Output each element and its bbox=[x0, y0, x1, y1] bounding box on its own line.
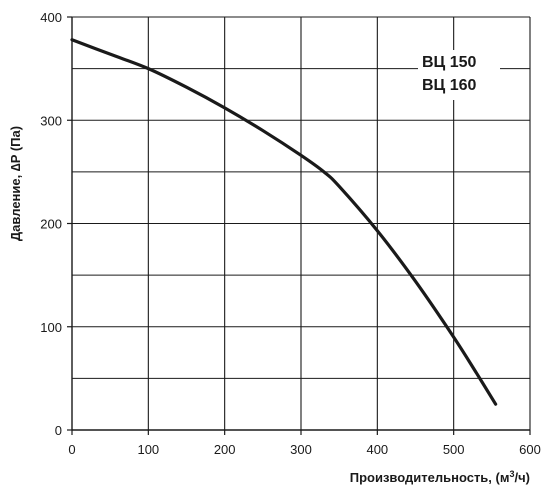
legend-layer: ВЦ 150 ВЦ 160 bbox=[418, 50, 500, 100]
y-tick-label: 200 bbox=[40, 217, 62, 232]
y-tick-label: 300 bbox=[40, 113, 62, 128]
y-tick-label: 400 bbox=[40, 10, 62, 25]
legend-entry-label: ВЦ 150 bbox=[422, 54, 476, 71]
x-axis-title: Производительность, (м3/ч) bbox=[350, 469, 530, 485]
legend-entry-label: ВЦ 160 bbox=[422, 77, 476, 94]
x-tick-label: 300 bbox=[290, 442, 312, 457]
x-tick-label: 500 bbox=[443, 442, 465, 457]
x-tick-label: 600 bbox=[519, 442, 541, 457]
series-layer bbox=[70, 38, 498, 406]
x-tick-label: 0 bbox=[68, 442, 75, 457]
x-tick-label: 200 bbox=[214, 442, 236, 457]
series-line bbox=[70, 38, 498, 406]
x-tick-label: 400 bbox=[366, 442, 388, 457]
axis-layer bbox=[67, 16, 531, 435]
x-axis-title-superscript: 3 bbox=[509, 469, 514, 479]
legend-background bbox=[418, 50, 500, 100]
tick-label-layer: 0 100 200 300 400 500 600 0 100 200 300 400 bbox=[40, 10, 541, 457]
x-axis-title-prefix: Производительность, (м bbox=[350, 470, 510, 485]
y-tick-label: 0 bbox=[55, 423, 62, 438]
x-tick-label: 100 bbox=[137, 442, 159, 457]
y-tick-label: 100 bbox=[40, 320, 62, 335]
y-axis-title: Давление, ∆P (Па) bbox=[8, 126, 23, 241]
x-axis-title-suffix: /ч) bbox=[515, 470, 531, 485]
